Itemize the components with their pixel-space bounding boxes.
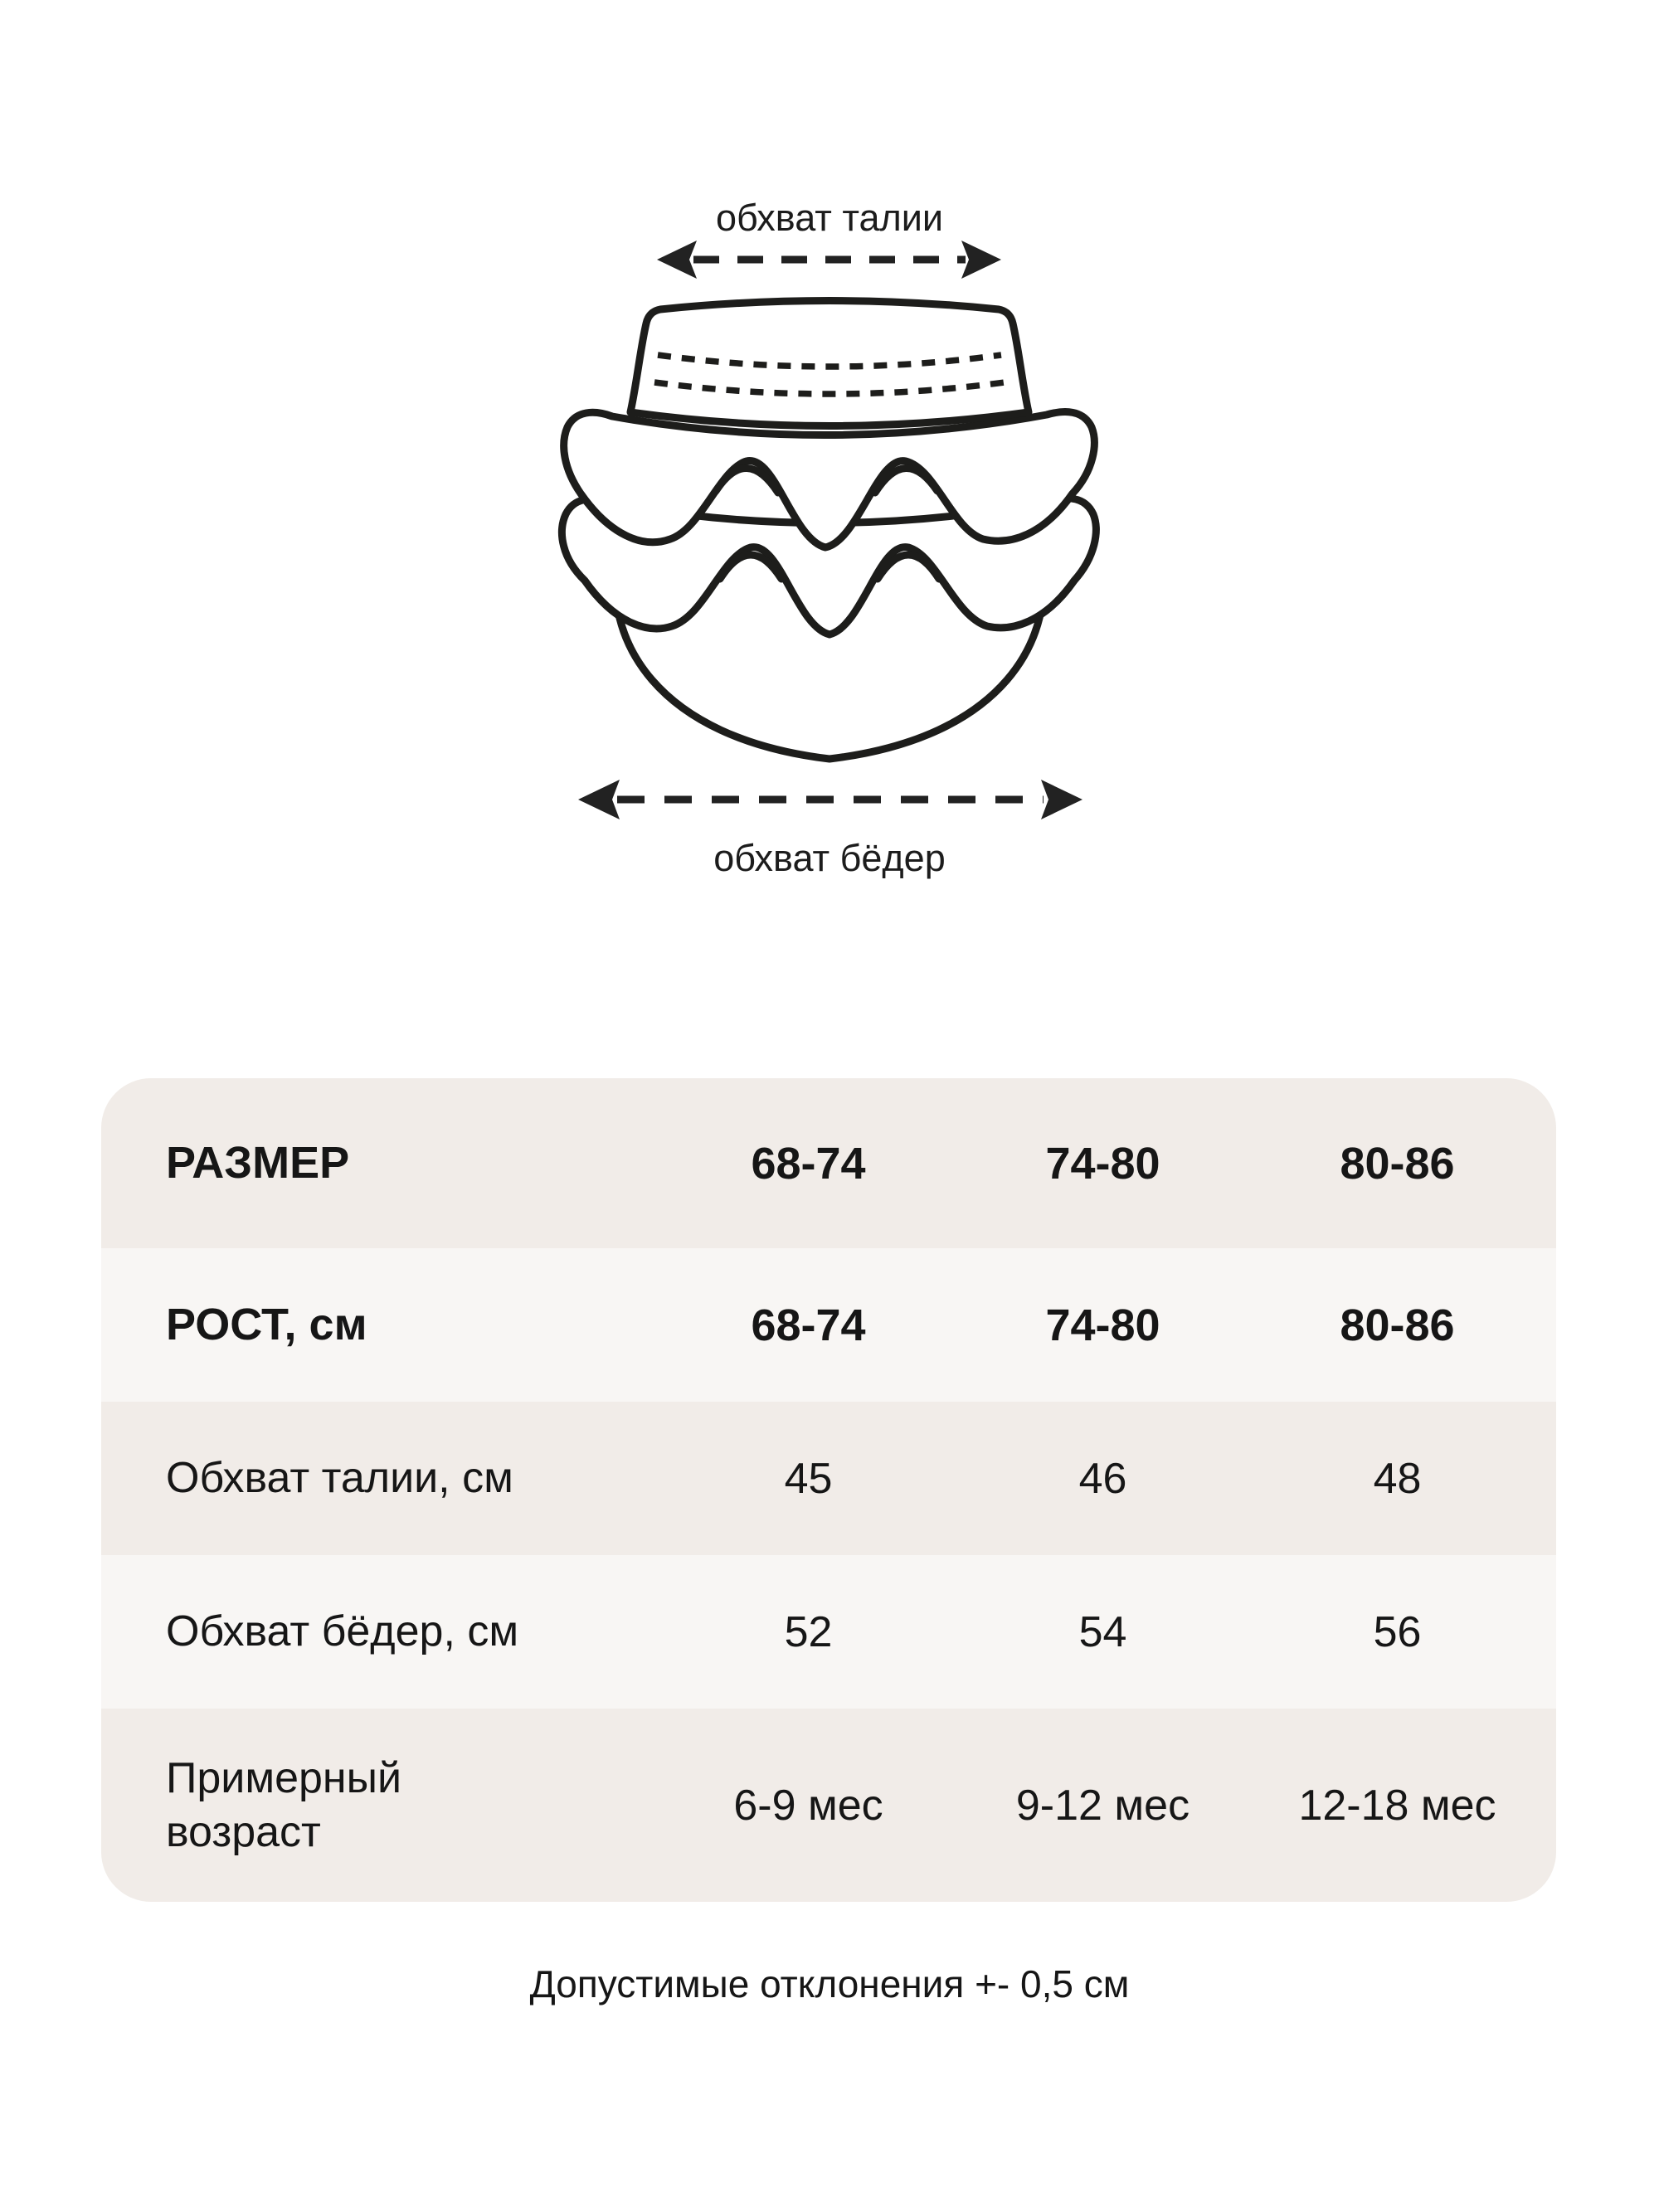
table-row-waist: Обхват талии, см 45 46 48 xyxy=(101,1402,1556,1555)
cell-value: 6-9 мес xyxy=(733,1781,883,1830)
hip-arrow xyxy=(578,780,1082,819)
cell-value: 46 xyxy=(1078,1454,1127,1503)
hip-measure-label: обхват бёдер xyxy=(713,837,945,879)
table-row-hips: Обхват бёдер, см 52 54 56 xyxy=(101,1555,1556,1709)
row-label: РОСТ, см xyxy=(166,1299,367,1349)
bloomers-drawing xyxy=(557,297,1100,763)
cell-value: 12-18 мес xyxy=(1298,1781,1496,1830)
ruffle-upper-fold-left xyxy=(712,464,782,497)
cell-value: 74-80 xyxy=(1045,1138,1160,1189)
cell-value: 74-80 xyxy=(1045,1300,1160,1350)
cell-value: 45 xyxy=(784,1454,833,1503)
cell-value: 54 xyxy=(1078,1607,1127,1656)
ruffle-lower-fold-right xyxy=(873,551,943,583)
table-row-height: РОСТ, см 68-74 74-80 80-86 xyxy=(101,1248,1556,1402)
row-label: Обхват талии, см xyxy=(166,1454,513,1502)
row-label: РАЗМЕР xyxy=(166,1137,350,1188)
cell-value: 48 xyxy=(1373,1454,1422,1503)
table-row-age: Примерный возраст 6-9 мес 9-12 мес 12-18… xyxy=(101,1709,1556,1902)
waist-arrowhead-left xyxy=(657,241,697,279)
row-label: Обхват бёдер, см xyxy=(166,1607,519,1655)
table-row-size: РАЗМЕР 68-74 74-80 80-86 xyxy=(101,1078,1556,1248)
size-table: РАЗМЕР 68-74 74-80 80-86 РОСТ, см 68-74 … xyxy=(101,1078,1556,1902)
waistband-stitch-top xyxy=(657,352,1002,370)
hip-arrowhead-left xyxy=(578,780,620,819)
waist-arrowhead-right xyxy=(961,241,1001,279)
cell-value: 80-86 xyxy=(1340,1300,1455,1350)
tolerance-note: Допустимые отклонения +- 0,5 см xyxy=(529,1962,1130,2005)
cell-value: 56 xyxy=(1373,1607,1422,1656)
waistband-stitch-bottom xyxy=(654,379,1005,397)
row-label: Примерный возраст xyxy=(166,1753,402,1856)
waist-measure-label: обхват талии xyxy=(716,197,943,239)
ruffle-lower-fold-left xyxy=(716,551,786,583)
cell-value: 80-86 xyxy=(1340,1138,1455,1189)
ruffle-upper xyxy=(560,408,1098,552)
cell-value: 9-12 мес xyxy=(1015,1781,1190,1830)
cell-value: 68-74 xyxy=(751,1138,866,1189)
hip-arrowhead-right xyxy=(1041,780,1082,819)
waist-arrow xyxy=(657,241,1001,279)
cell-value: 68-74 xyxy=(751,1300,866,1350)
waistband xyxy=(626,297,1033,430)
bloomers-diagram: обхват талии xyxy=(557,197,1100,879)
cell-value: 52 xyxy=(784,1607,833,1656)
ruffle-upper-fold-right xyxy=(871,464,941,497)
